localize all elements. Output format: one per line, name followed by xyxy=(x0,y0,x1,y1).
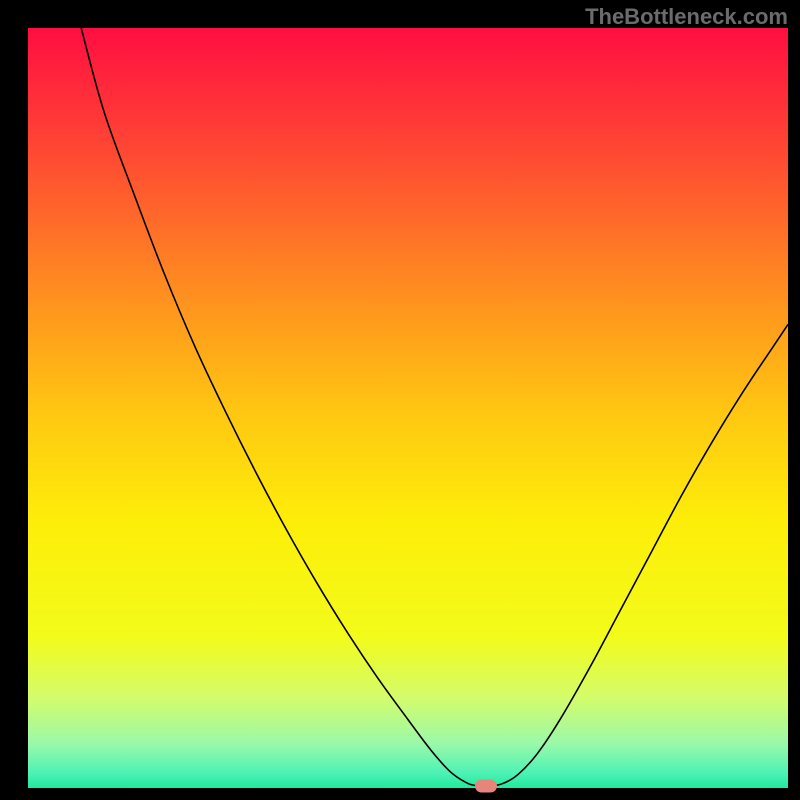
watermark-text: TheBottleneck.com xyxy=(585,4,788,30)
bottleneck-curve xyxy=(81,28,788,786)
chart-curve-svg xyxy=(28,28,788,788)
optimal-point-marker xyxy=(475,780,497,793)
chart-area xyxy=(28,28,788,788)
